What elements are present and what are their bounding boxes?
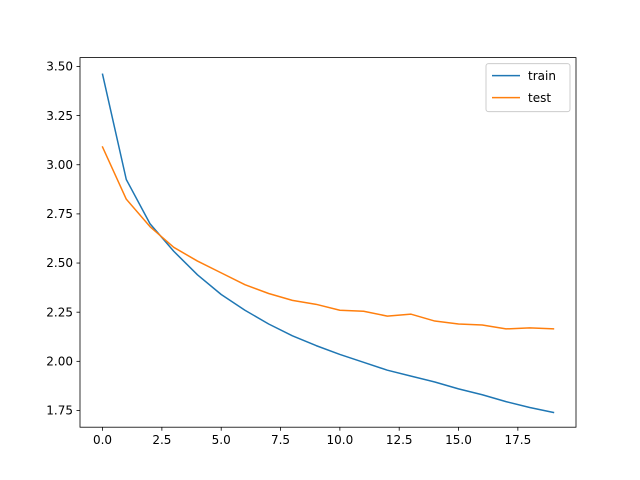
x-tick-label: 7.5: [271, 433, 290, 447]
y-tick-label: 2.25: [46, 305, 73, 319]
y-tick-label: 2.00: [46, 355, 73, 369]
x-tick-label: 12.5: [386, 433, 413, 447]
x-tick-label: 5.0: [212, 433, 231, 447]
x-tick-label: 0.0: [93, 433, 112, 447]
y-tick-label: 3.25: [46, 109, 73, 123]
y-tick-label: 2.50: [46, 256, 73, 270]
series-line-test: [101, 146, 555, 330]
series-line-train: [101, 73, 555, 414]
x-tick-label: 15.0: [445, 433, 472, 447]
legend-label-train: train: [528, 69, 556, 83]
legend-label-test: test: [528, 91, 551, 105]
y-tick-label: 1.75: [46, 404, 73, 418]
legend: train test: [485, 63, 571, 113]
y-tick-label: 3.50: [46, 60, 73, 74]
axes-frame: [79, 57, 577, 428]
y-tick-label: 2.75: [46, 207, 73, 221]
y-tick-label: 3.00: [46, 158, 73, 172]
x-tick-label: 10.0: [327, 433, 354, 447]
plot-area: 0.0 2.5 5.0 7.5 10.0 12.5 15.0 17.5 1.75 2.00 2.25…: [46, 57, 577, 447]
x-tick-label: 17.5: [504, 433, 531, 447]
x-tick-label: 2.5: [152, 433, 171, 447]
